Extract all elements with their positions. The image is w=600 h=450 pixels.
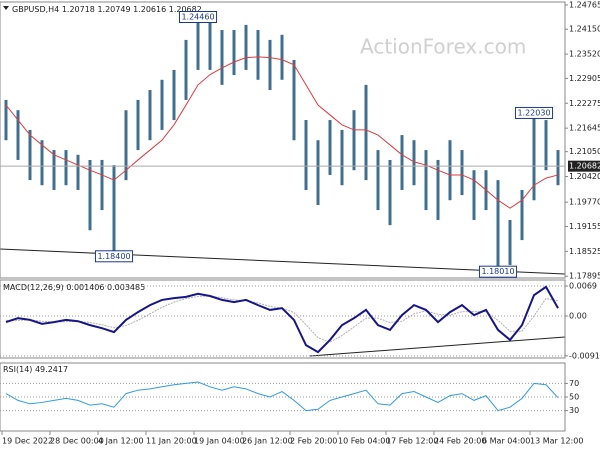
macd-signal: 0.003485 — [107, 283, 145, 292]
close: 1.20682 — [169, 5, 202, 14]
rsi-value: 49.2417 — [35, 365, 68, 374]
y-tick-label: 1.24765 — [569, 0, 600, 9]
y-tick-label: 70 — [569, 379, 579, 388]
panel-frame — [0, 279, 566, 359]
y-tick-label: 1.24150 — [569, 25, 600, 34]
x-tick-label: 4 Jan 12:00 — [98, 437, 144, 446]
x-tick-label: 24 Feb 20:00 — [434, 437, 486, 446]
y-tick-label: 1.21050 — [569, 147, 600, 156]
y-tick-label: 30 — [569, 406, 579, 415]
x-tick-label: 13 Mar 12:00 — [530, 437, 583, 446]
last-price-label: 1.20682 — [569, 162, 600, 171]
macd-trend-line — [309, 336, 566, 357]
header: GBPUSD,H4 1.20718 1.20749 1.20616 1.2068… — [12, 5, 202, 14]
moving-average — [5, 56, 559, 209]
annotation-box — [478, 265, 518, 278]
y-tick-label: 50 — [569, 393, 579, 402]
x-tick-label: 19 Dec 2022 — [2, 437, 53, 446]
x-tick-label: 28 Dec 00:00 — [50, 437, 104, 446]
high: 1.20749 — [97, 5, 130, 14]
x-tick-label: 26 Jan 12:00 — [242, 437, 293, 446]
x-tick-label: 2 Feb 20:00 — [290, 437, 337, 446]
y-tick-label: 1.17895 — [569, 272, 600, 281]
rsi-title: RSI(14) — [3, 365, 32, 374]
symbol: GBPUSD,H4 — [12, 5, 59, 14]
y-tick-label: 1.23520 — [569, 50, 600, 59]
macd-main: 0.001406 — [66, 283, 104, 292]
y-tick-label: 0.0069 — [569, 282, 597, 291]
last-price-box — [568, 160, 600, 172]
y-tick-label: 1.22275 — [569, 99, 600, 108]
y-tick-label: 1.22905 — [569, 74, 600, 83]
y-tick-label: 1.19155 — [569, 222, 600, 231]
macd-title: MACD(12,26,9) — [3, 283, 64, 292]
y-tick-label: 1.19770 — [569, 198, 600, 207]
y-tick-label: -0.009158 — [569, 351, 600, 360]
y-tick-label: 0.00 — [569, 312, 587, 321]
macd-line — [5, 285, 559, 354]
rsi-line — [5, 381, 559, 412]
annotation-label: 1.24460 — [181, 13, 214, 22]
x-tick-label: 17 Feb 12:00 — [386, 437, 438, 446]
watermark: ActionForex.com — [360, 35, 526, 59]
x-tick-label: 11 Jan 20:00 — [146, 437, 197, 446]
annotation-label: 1.18010 — [481, 267, 514, 276]
header-arrow — [3, 6, 9, 10]
annotation-box — [178, 11, 218, 24]
y-tick-label: 1.18525 — [569, 247, 600, 256]
annotation-box — [514, 106, 554, 119]
low: 1.20616 — [133, 5, 166, 14]
annotation-label: 1.18400 — [97, 252, 130, 261]
rsi-header: RSI(14) 49.2417 — [3, 365, 68, 374]
trend-line — [0, 248, 566, 275]
annotation-label: 1.22030 — [517, 108, 550, 117]
signal-line — [6, 295, 559, 343]
x-tick-label: 6 Mar 04:00 — [482, 437, 530, 446]
y-tick-label: 1.20420 — [569, 172, 600, 181]
x-tick-label: 10 Feb 04:00 — [338, 437, 390, 446]
macd-header: MACD(12,26,9) 0.001406 0.003485 — [3, 283, 145, 292]
y-tick-label: 1.21645 — [569, 124, 600, 133]
x-tick-label: 19 Jan 04:00 — [194, 437, 245, 446]
annotation-box — [94, 250, 134, 263]
panel-frame — [0, 1, 566, 279]
open: 1.20718 — [62, 5, 95, 14]
